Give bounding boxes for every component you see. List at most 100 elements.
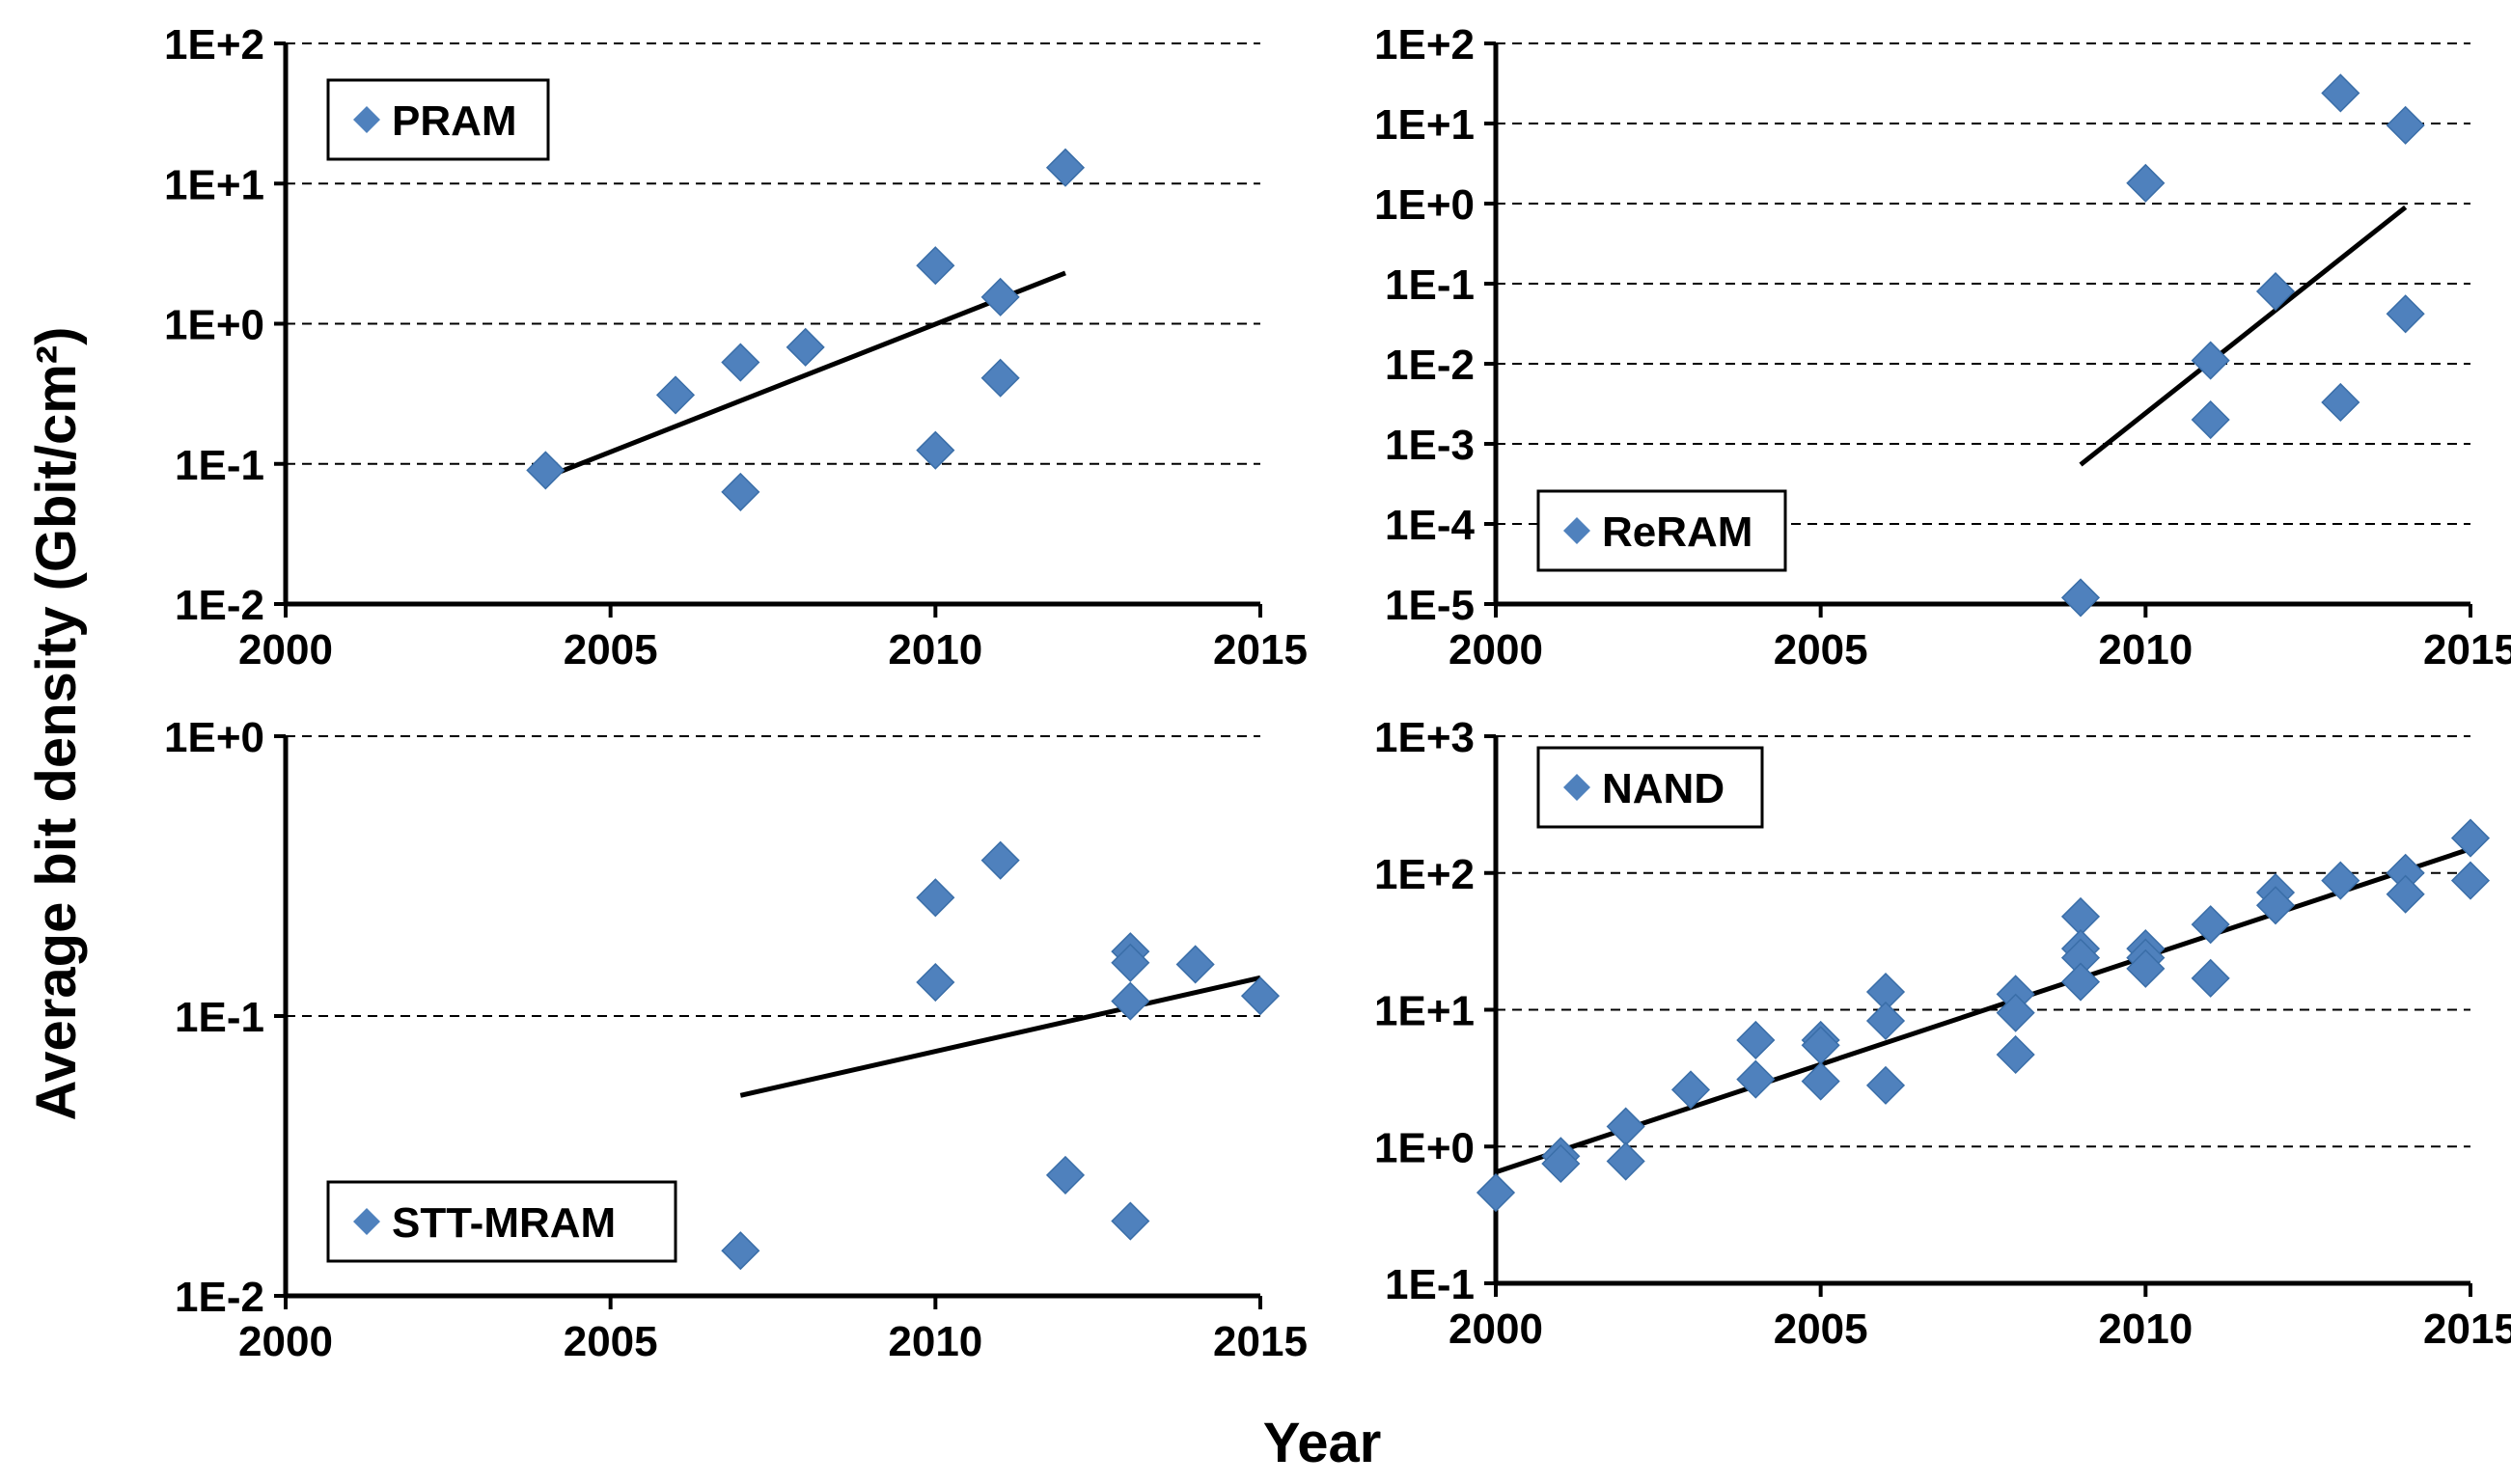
trend-line: [1495, 846, 2471, 1175]
trend-line: [739, 975, 1261, 1098]
legend-label: PRAM: [392, 97, 517, 145]
stt-mram-panel: 1E-2 1E-1 1E+0 2000 2005 2010 2015 STT-MRAM: [164, 714, 1308, 1365]
data-point: [1111, 981, 1150, 1021]
data-point: [526, 451, 566, 490]
data-point: [2321, 382, 2360, 423]
x-tick-label: 2005: [564, 1318, 658, 1365]
data-point: [2191, 399, 2230, 440]
y-tick-label: 1E+0: [164, 302, 264, 349]
data-point: [655, 375, 696, 415]
y-tick-label: 1E+1: [1374, 988, 1475, 1035]
data-point: [1045, 148, 1086, 187]
legend-marker: [353, 106, 380, 133]
legend-label: NAND: [1602, 765, 1725, 812]
data-point: [1865, 1065, 1906, 1105]
y-tick-label: 1E+2: [1374, 851, 1475, 898]
x-tick-label: 2000: [1449, 1305, 1543, 1353]
data-point: [1111, 1201, 1150, 1241]
data-point: [2191, 958, 2230, 998]
legend-marker: [1563, 774, 1590, 801]
data-point: [2450, 861, 2491, 900]
data-point: [2191, 341, 2230, 380]
x-tick-label: 2005: [1774, 1305, 1868, 1353]
y-tick-label: 1E-1: [175, 994, 264, 1041]
data-point: [2450, 818, 2491, 858]
legend-box: [326, 1180, 677, 1263]
pram-panel: 1E-2 1E-1 1E+0 1E+1 1E+2 2000 2005 2010 2015 PRAM: [164, 21, 1308, 673]
data-point: [2386, 874, 2425, 914]
trend-line: [544, 270, 1066, 481]
legend-marker: [353, 1208, 380, 1235]
y-tick-label: 1E-1: [175, 442, 264, 489]
y-tick-label: 1E-1: [1385, 261, 1475, 309]
data-point: [786, 327, 825, 367]
legend-label: STT-MRAM: [392, 1199, 616, 1247]
data-point: [980, 358, 1020, 398]
y-tick-label: 1E+2: [1374, 21, 1475, 69]
data-point: [2060, 962, 2101, 1002]
data-point: [2321, 73, 2360, 113]
y-tick-label: 1E+1: [164, 161, 264, 208]
x-tick-label: 2015: [2423, 626, 2511, 673]
x-tick-label: 2010: [888, 1318, 982, 1365]
data-point: [2126, 163, 2166, 203]
y-tick-label: 1E-5: [1385, 582, 1475, 629]
y-tick-label: 1E+0: [1374, 181, 1475, 229]
y-tick-label: 1E-2: [1385, 342, 1475, 389]
data-point: [1476, 1172, 1516, 1213]
data-point: [1865, 1001, 1906, 1041]
nand-panel: 1E-1 1E+0 1E+1 1E+2 1E+3 2000 2005 2010 2015 NAND: [1374, 714, 2511, 1353]
data-point: [1736, 1020, 1776, 1060]
data-point: [2255, 271, 2296, 312]
data-point: [916, 430, 955, 470]
data-point: [1541, 1143, 1581, 1184]
x-tick-label: 2005: [564, 626, 658, 673]
data-point: [2386, 294, 2425, 334]
data-point: [721, 1231, 760, 1271]
x-tick-label: 2015: [1213, 626, 1308, 673]
data-point: [2126, 948, 2166, 988]
y-tick-label: 1E+0: [1374, 1124, 1475, 1171]
data-point: [1175, 945, 1215, 984]
x-tick-label: 2005: [1774, 626, 1868, 673]
x-tick-label: 2015: [1213, 1318, 1308, 1365]
reram-panel: 1E-5 1E-4 1E-3 1E-2 1E-1 1E+0 1E+1 1E+2 2000 2005…: [1374, 21, 2511, 673]
data-point: [721, 472, 760, 511]
y-tick-label: 1E-3: [1385, 422, 1475, 469]
data-point: [2386, 105, 2425, 145]
data-point: [916, 878, 955, 918]
y-tick-label: 1E-2: [175, 582, 264, 629]
data-point: [916, 962, 955, 1003]
y-tick-label: 1E+1: [1374, 101, 1475, 149]
trend-line: [2079, 205, 2408, 467]
data-point: [2191, 905, 2230, 945]
y-tick-label: 1E+3: [1374, 714, 1475, 761]
x-axis-title: Year: [1263, 1412, 1382, 1474]
y-tick-label: 1E+0: [164, 714, 264, 761]
data-point: [2255, 886, 2296, 925]
data-point: [1736, 1059, 1776, 1099]
y-tick-label: 1E-2: [175, 1274, 264, 1321]
data-point: [1801, 1061, 1840, 1101]
data-point: [1996, 993, 2035, 1032]
x-tick-label: 2010: [2098, 1305, 2193, 1353]
x-tick-label: 2000: [238, 626, 333, 673]
data-point: [1606, 1107, 1645, 1146]
data-point: [1606, 1141, 1645, 1181]
x-tick-label: 2000: [1449, 626, 1543, 673]
data-point: [1996, 1034, 2035, 1075]
data-point: [1111, 943, 1150, 982]
x-tick-label: 2000: [238, 1318, 333, 1365]
data-point: [2060, 578, 2101, 618]
data-point: [916, 246, 955, 286]
y-tick-label: 1E+2: [164, 21, 264, 69]
y-tick-label: 1E-1: [1385, 1261, 1475, 1308]
legend-label: ReRAM: [1602, 508, 1752, 556]
y-axis-title: Average bit density (Gbit/cm²): [25, 327, 88, 1121]
data-point: [1670, 1070, 1711, 1110]
data-point: [1045, 1155, 1086, 1195]
legend-marker: [1563, 517, 1590, 544]
x-tick-label: 2010: [2098, 626, 2193, 673]
data-point: [980, 277, 1020, 316]
